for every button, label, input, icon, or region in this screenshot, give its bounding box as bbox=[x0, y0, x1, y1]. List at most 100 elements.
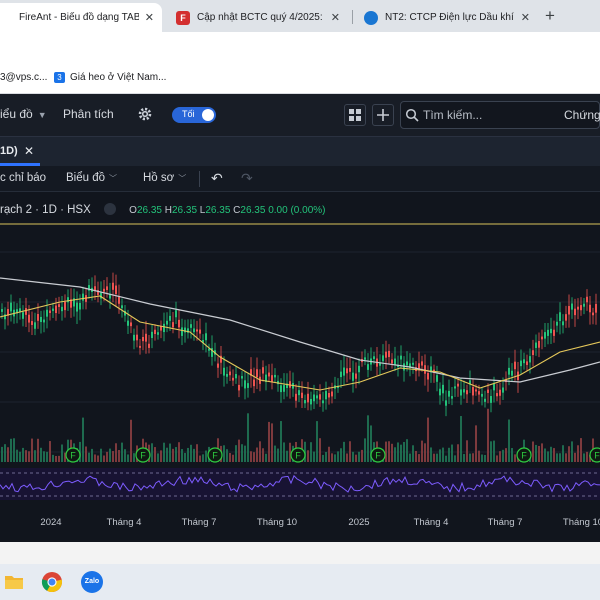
volume-bar bbox=[349, 441, 351, 462]
close-icon[interactable]: ✕ bbox=[520, 12, 530, 24]
zalo-icon[interactable]: Zalo bbox=[81, 571, 103, 593]
candle-body bbox=[418, 363, 420, 369]
profile-menu[interactable]: Hồ sơ ﹀ bbox=[143, 172, 186, 184]
dividend-marker[interactable]: F bbox=[589, 447, 600, 463]
volume-bar bbox=[100, 448, 102, 462]
candle-body bbox=[268, 372, 270, 377]
new-tab-button[interactable]: + bbox=[545, 6, 555, 25]
volume-bar bbox=[439, 449, 441, 462]
stocks-menu[interactable]: Chứng bbox=[564, 108, 600, 122]
tab-bctc[interactable]: F Cập nhật BCTC quý 4/2025: MB ✕ bbox=[168, 3, 348, 32]
profile-label: Hồ sơ bbox=[143, 172, 175, 184]
candle-body bbox=[280, 385, 282, 393]
chart-type-menu[interactable]: Biểu đồ ﹀ bbox=[66, 172, 117, 184]
marker-label: F bbox=[70, 451, 76, 461]
candle-body bbox=[541, 336, 543, 340]
close-icon[interactable]: ✕ bbox=[330, 12, 340, 24]
candle-body bbox=[436, 375, 438, 382]
tab-fireant[interactable]: FireAnt - Biểu đồ dạng TAB ✕ bbox=[0, 3, 162, 32]
redo-icon[interactable]: ↷ bbox=[241, 170, 253, 186]
candle-body bbox=[70, 299, 72, 308]
price-chart[interactable]: F F F F F F F 2024 Tháng 4 Tháng 7 Tháng 10 2025 Th… bbox=[0, 192, 600, 542]
toggle-legend-icon[interactable] bbox=[103, 203, 116, 215]
volume-bar bbox=[481, 454, 483, 462]
candle-body bbox=[481, 393, 483, 397]
volume-bar bbox=[418, 454, 420, 462]
volume-bar bbox=[133, 453, 135, 462]
volume-bar bbox=[316, 421, 318, 462]
marker-circle bbox=[207, 447, 223, 463]
candle-body bbox=[253, 379, 255, 387]
dividend-marker[interactable]: F bbox=[65, 447, 81, 463]
candle-body bbox=[364, 357, 366, 360]
dividend-marker[interactable]: F bbox=[207, 447, 223, 463]
candle-body bbox=[568, 306, 570, 315]
volume-bar bbox=[259, 441, 261, 462]
candle-body bbox=[391, 359, 393, 364]
fireant-favicon-icon bbox=[0, 10, 12, 25]
bookmark-email[interactable]: 3@vps.c... bbox=[0, 72, 47, 83]
analysis-menu[interactable]: Phân tích bbox=[63, 107, 114, 121]
candle-body bbox=[73, 298, 75, 307]
candle-body bbox=[232, 377, 234, 381]
chart-menu[interactable]: iểu đồ ▼ bbox=[0, 107, 47, 121]
folder-icon[interactable] bbox=[4, 573, 24, 591]
search-input[interactable]: Tìm kiếm... bbox=[423, 108, 483, 122]
tab-nt2[interactable]: NT2: CTCP Điện lực Dầu khí Nh ✕ bbox=[356, 3, 538, 32]
candle-body bbox=[100, 292, 102, 299]
add-chart-button[interactable] bbox=[372, 104, 394, 126]
candle-body bbox=[406, 361, 408, 366]
dividend-marker[interactable]: F bbox=[290, 447, 306, 463]
layout-grid-button[interactable] bbox=[344, 104, 366, 126]
open-label: O bbox=[129, 205, 137, 216]
volume-bar bbox=[391, 443, 393, 462]
dividend-marker[interactable]: F bbox=[370, 447, 386, 463]
volume-bar bbox=[22, 447, 24, 462]
candle-body bbox=[580, 305, 582, 311]
volume-bar bbox=[319, 438, 321, 462]
dividend-marker[interactable]: F bbox=[135, 447, 151, 463]
close-icon[interactable]: ✕ bbox=[24, 144, 35, 158]
search-box[interactable]: Tìm kiếm... Chứng bbox=[400, 101, 600, 129]
volume-bar bbox=[85, 446, 87, 462]
candle-body bbox=[511, 370, 513, 376]
volume-bar bbox=[49, 441, 51, 462]
indicators-button[interactable]: c chỉ báo bbox=[0, 172, 47, 184]
candle-body bbox=[466, 390, 468, 395]
volume-bar bbox=[169, 443, 171, 462]
close-icon[interactable]: ✕ bbox=[144, 12, 154, 24]
volume-bar bbox=[202, 454, 204, 462]
candle-body bbox=[115, 285, 117, 294]
candle-body bbox=[250, 369, 252, 376]
candle-body bbox=[88, 285, 90, 291]
volume-bar bbox=[589, 454, 591, 462]
chart-tab-row: 1D) ✕ bbox=[0, 136, 600, 166]
bookmark-gia-heo[interactable]: 3 Giá heo ở Việt Nam... bbox=[54, 72, 166, 83]
candle-body bbox=[127, 320, 129, 326]
candle-body bbox=[412, 362, 414, 365]
volume-bar bbox=[556, 453, 558, 462]
volume-bar bbox=[496, 455, 498, 462]
volume-bar bbox=[265, 453, 267, 462]
volume-bar bbox=[340, 448, 342, 462]
volume-bar bbox=[571, 441, 573, 462]
chart-tab-label[interactable]: 1D) bbox=[0, 145, 18, 157]
volume-bar bbox=[337, 451, 339, 462]
chrome-icon[interactable] bbox=[41, 571, 63, 593]
volume-bar bbox=[454, 455, 456, 462]
undo-icon[interactable]: ↶ bbox=[211, 170, 223, 186]
theme-toggle[interactable]: Tối bbox=[172, 107, 216, 123]
low-label: L bbox=[199, 205, 206, 216]
close-label: C bbox=[233, 205, 241, 216]
candle-body bbox=[190, 324, 192, 328]
gear-icon[interactable] bbox=[137, 106, 153, 122]
candle-body bbox=[460, 389, 462, 396]
volume-bar bbox=[121, 442, 123, 462]
volume-bar bbox=[550, 446, 552, 462]
volume-bar bbox=[562, 445, 564, 462]
bookmark-label: 3@vps.c... bbox=[0, 72, 48, 83]
dividend-marker[interactable]: F bbox=[516, 447, 532, 463]
browser-tab-strip: FireAnt - Biểu đồ dạng TAB ✕ F Cập nhật … bbox=[0, 0, 600, 32]
candle-body bbox=[478, 391, 480, 395]
